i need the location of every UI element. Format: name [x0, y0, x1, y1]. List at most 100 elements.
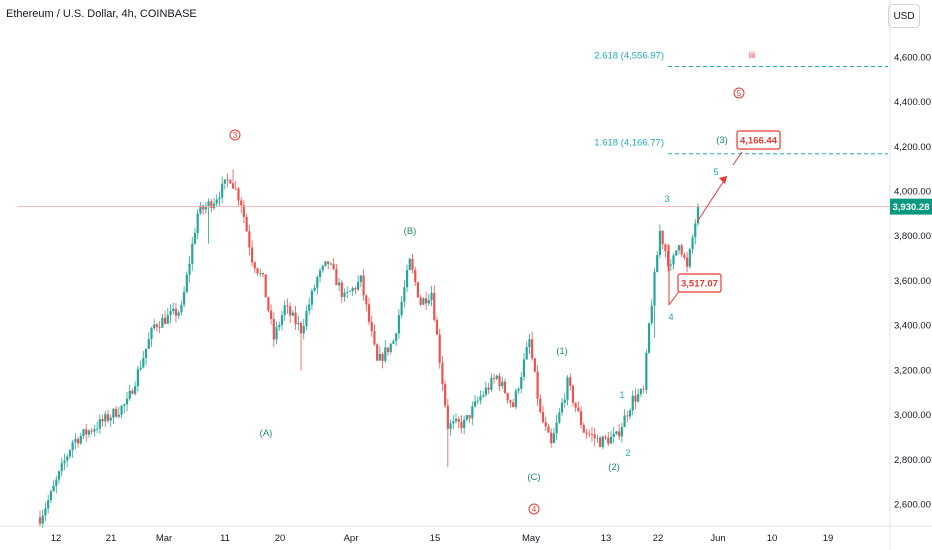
candle-body — [291, 312, 294, 316]
candle-body — [153, 324, 156, 329]
candle-body — [267, 297, 270, 311]
x-tick-label: 22 — [653, 533, 664, 544]
wave-label: 4 — [532, 505, 537, 514]
candle-body — [596, 437, 599, 439]
candle-body — [106, 414, 110, 421]
candle-body — [226, 179, 229, 181]
candle-body — [245, 217, 248, 232]
wave-label: (A) — [260, 428, 273, 439]
x-tick-label: 12 — [51, 533, 62, 544]
candle-body — [661, 230, 664, 245]
candle-body — [471, 406, 474, 419]
candle-body — [234, 188, 237, 190]
candle-body — [44, 508, 47, 516]
candle-body — [416, 282, 420, 298]
candle-body — [161, 317, 164, 328]
candle-body — [166, 315, 169, 324]
candle-body — [144, 348, 148, 359]
candle-body — [318, 270, 322, 278]
candle-body — [66, 456, 69, 461]
candle-body — [607, 437, 610, 444]
candle-body — [299, 323, 303, 334]
fib-level-label: 1.618 (4,166.77) — [594, 138, 664, 149]
candle-body — [517, 388, 520, 391]
candle-body — [79, 436, 82, 444]
wave-label: iii — [749, 50, 755, 61]
candle-body — [579, 411, 583, 425]
candle-body — [204, 206, 207, 210]
candle-body — [541, 411, 545, 423]
candle-body — [123, 404, 126, 406]
candle-body — [675, 250, 678, 256]
candle-body — [503, 381, 507, 394]
candle-body — [430, 292, 433, 301]
candle-body — [433, 292, 436, 321]
candle-body — [370, 321, 373, 332]
projection-arrowhead — [719, 176, 727, 184]
candle-body — [362, 275, 365, 296]
candle-body — [202, 205, 205, 210]
candle-body — [354, 288, 357, 290]
candle-body — [384, 347, 387, 361]
candle-body — [199, 205, 202, 214]
candle-body — [52, 485, 55, 492]
candle-body — [626, 415, 629, 417]
y-tick-label: 3,000.00 — [894, 410, 931, 421]
wave-label: (1) — [556, 346, 568, 357]
wave-label: 4 — [668, 312, 673, 323]
candle-body — [438, 334, 441, 363]
candle-body — [552, 433, 555, 444]
candle-body — [498, 375, 501, 387]
candle-body — [400, 301, 403, 316]
candle-body — [403, 287, 406, 302]
candle-body — [476, 400, 479, 402]
candle-body — [642, 389, 645, 390]
candle-body — [147, 339, 150, 349]
candle-body — [645, 352, 648, 390]
candle-body — [444, 384, 447, 406]
candle-body — [414, 269, 417, 283]
candle-body — [593, 434, 596, 439]
candle-body — [120, 405, 123, 415]
candle-body — [365, 295, 368, 305]
candle-body — [139, 367, 142, 370]
candle-body — [115, 408, 118, 417]
candle-body — [278, 324, 281, 328]
candle-body — [272, 318, 275, 340]
candle-body — [191, 243, 194, 264]
chart-title: Ethereum / U.S. Dollar, 4h, COINBASE — [6, 8, 197, 20]
candle-body — [294, 312, 297, 325]
candle-body — [163, 317, 167, 324]
candle-body — [169, 311, 172, 316]
candle-body — [376, 344, 379, 361]
candle-body — [305, 310, 308, 326]
candle-body — [637, 394, 640, 402]
price-callout-box — [736, 130, 781, 150]
candle-body — [207, 201, 210, 207]
candle-body — [248, 231, 251, 248]
candle-body — [577, 407, 580, 412]
x-tick-label: Apr — [344, 533, 359, 544]
candle-body — [555, 422, 558, 434]
candle-body — [435, 320, 439, 335]
candle-body — [95, 428, 99, 430]
candle-body — [620, 427, 623, 437]
candle-body — [188, 263, 191, 275]
candle-body — [346, 291, 349, 293]
candle-body — [574, 402, 577, 408]
candle-body — [150, 328, 153, 340]
candle-body — [324, 261, 327, 266]
last-price-tag — [890, 198, 932, 215]
candle-body — [457, 418, 460, 422]
candle-body — [631, 395, 634, 411]
candle-body — [237, 188, 240, 201]
candle-body — [658, 230, 662, 256]
currency-button[interactable]: USD — [888, 4, 920, 28]
candle-body — [522, 359, 526, 377]
candle-body — [367, 304, 371, 322]
candle-body — [327, 261, 330, 264]
candle-body — [348, 291, 352, 293]
candle-body — [101, 419, 104, 422]
wave-label: 2 — [625, 448, 630, 459]
